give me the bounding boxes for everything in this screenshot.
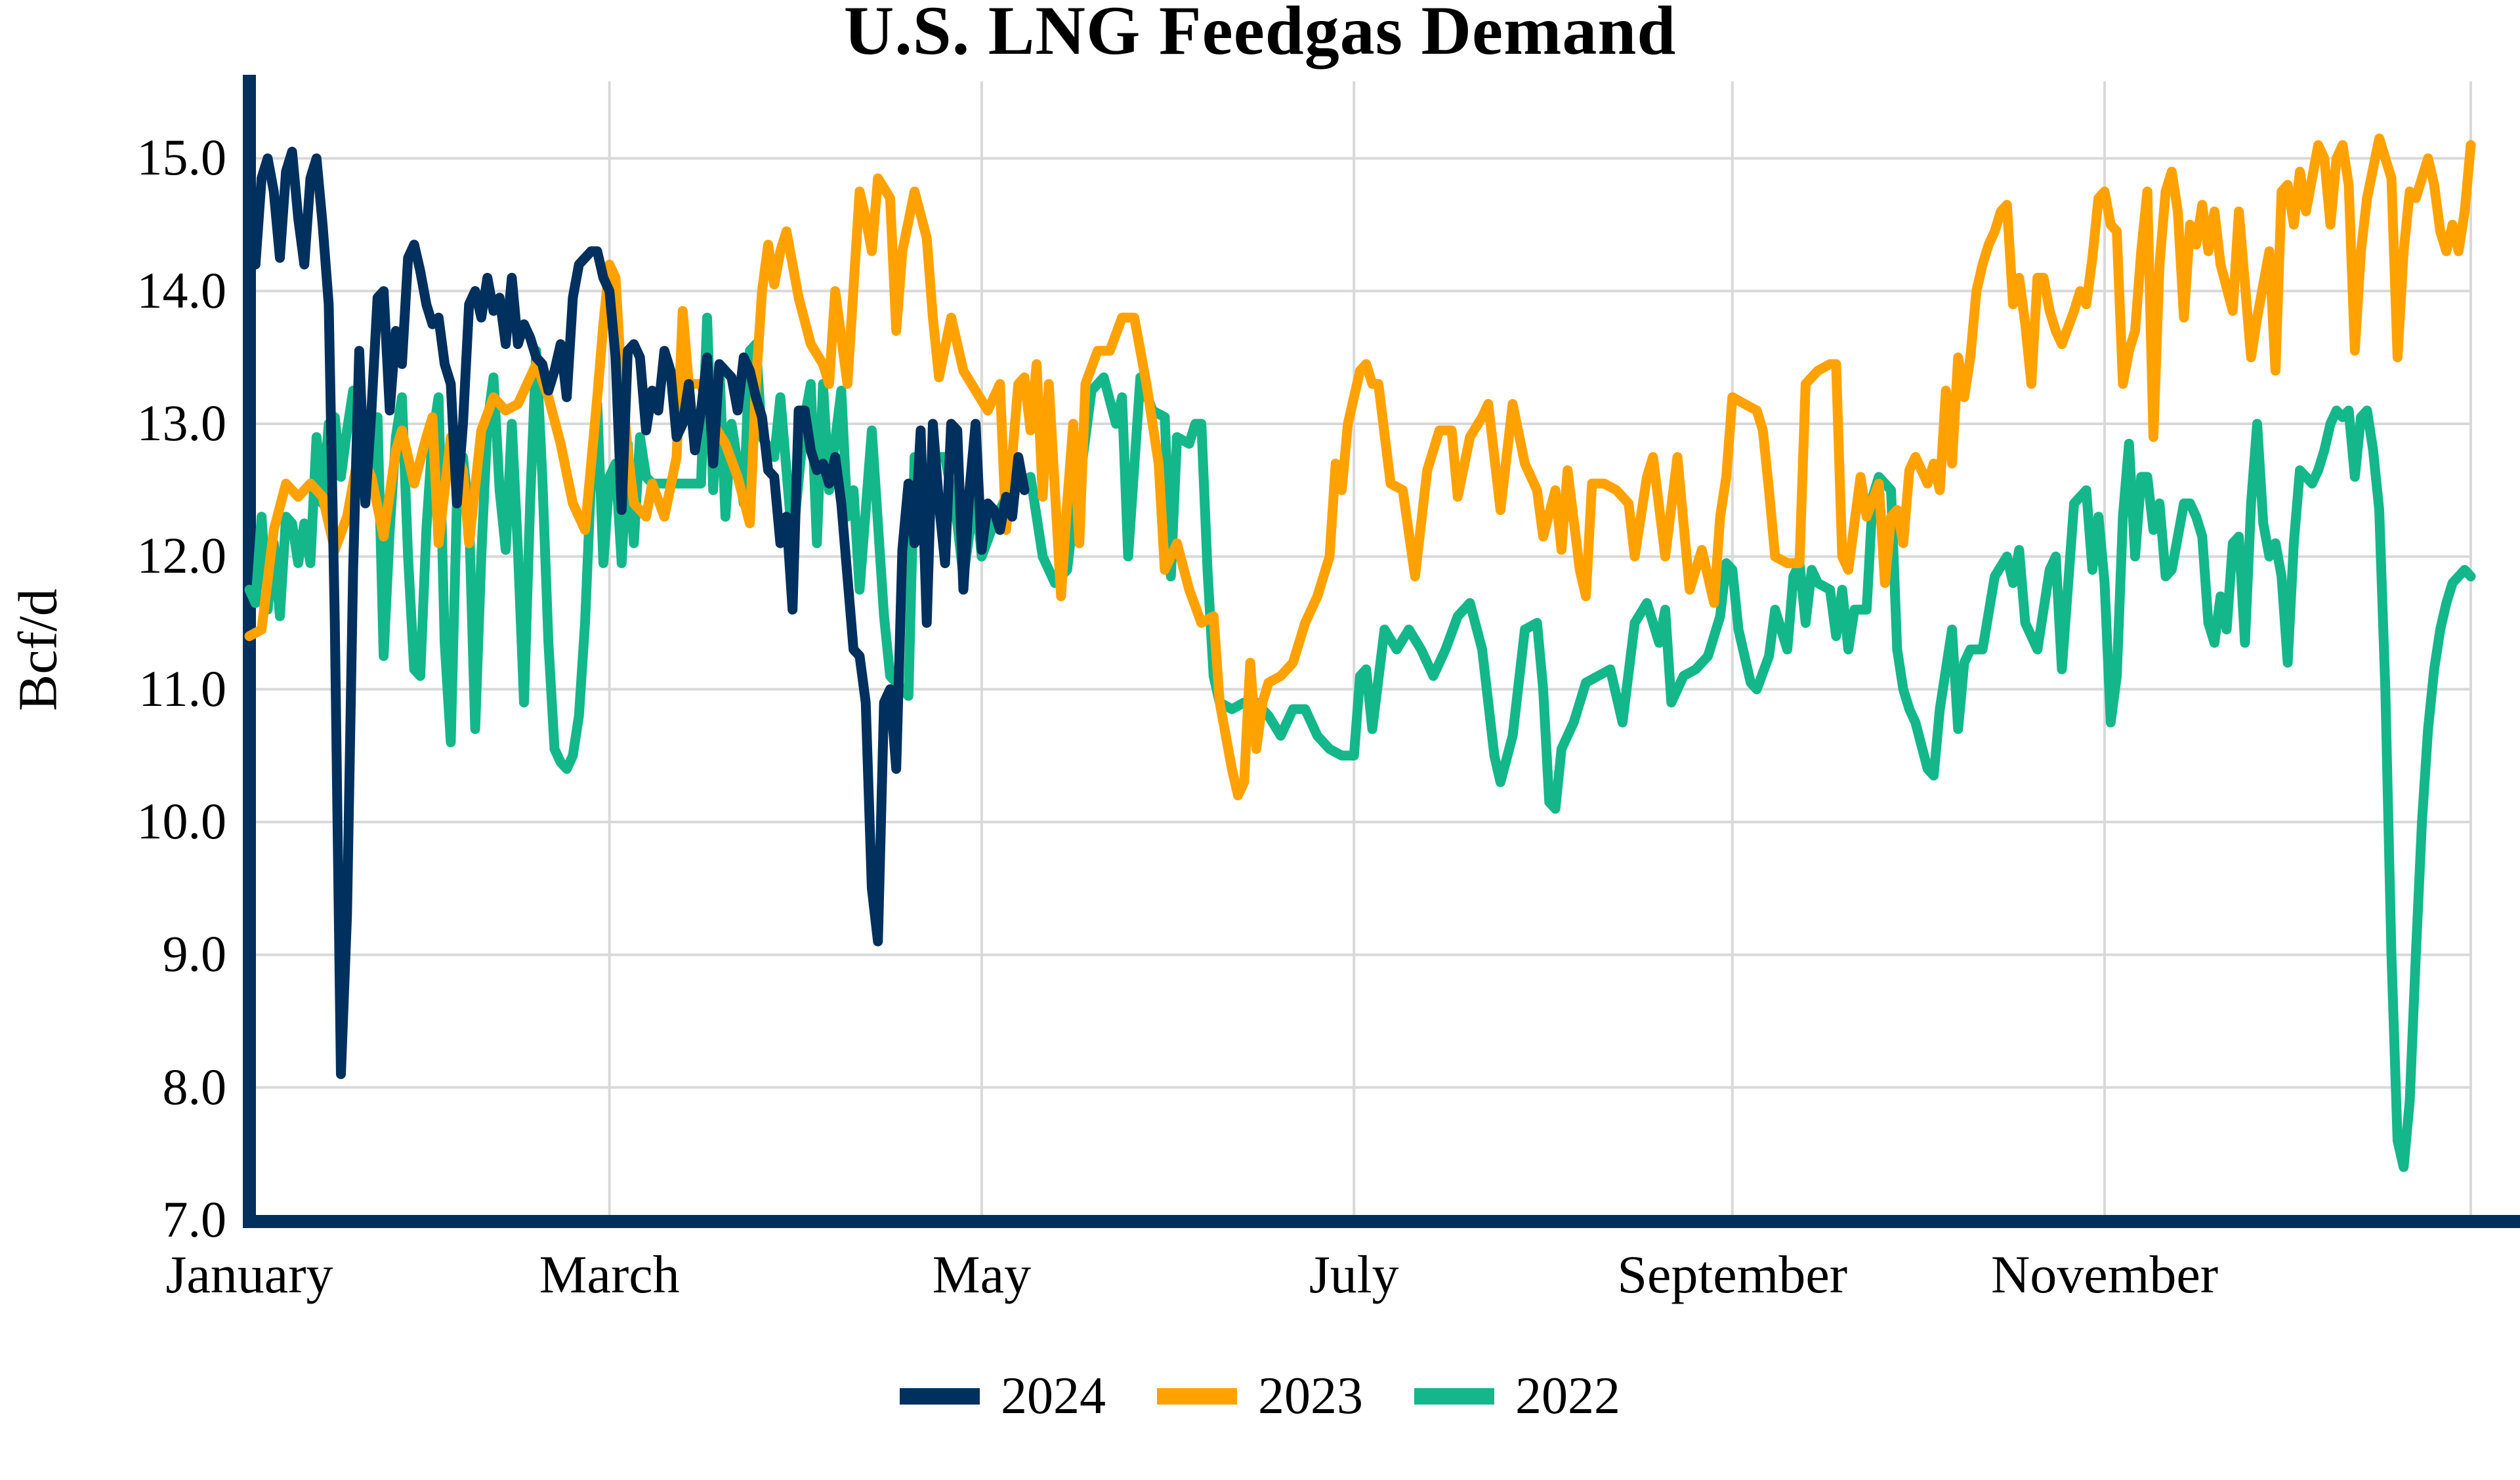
legend-swatch-2022 <box>1414 1388 1494 1405</box>
y-tick-label-7.0: 7.0 <box>162 1191 227 1248</box>
legend-item-2024: 2024 <box>900 1370 1106 1422</box>
y-tick-label-13.0: 13.0 <box>136 394 227 451</box>
y-tick-label-10.0: 10.0 <box>136 792 227 850</box>
legend: 2024 2023 2022 <box>0 1370 2520 1422</box>
x-tick-label-march: March <box>539 1244 680 1304</box>
series-line-2024 <box>244 146 1030 1079</box>
x-tick-label-may: May <box>932 1244 1032 1304</box>
legend-item-2022: 2022 <box>1414 1370 1620 1422</box>
x-tick-label-january: January <box>165 1244 333 1304</box>
x-tick-label-november: November <box>1990 1244 2219 1304</box>
legend-label-2022: 2022 <box>1515 1367 1620 1425</box>
series-line-2022 <box>244 312 2476 1172</box>
series-line-2023 <box>244 133 2476 800</box>
y-tick-label-8.0: 8.0 <box>162 1058 227 1115</box>
x-tick-label-september: September <box>1617 1244 1848 1304</box>
legend-label-2024: 2024 <box>1001 1367 1106 1425</box>
legend-swatch-2024 <box>900 1388 980 1405</box>
x-tick-label-july: July <box>1309 1244 1399 1304</box>
y-tick-label-11.0: 11.0 <box>138 659 226 717</box>
legend-item-2023: 2023 <box>1157 1370 1363 1422</box>
y-tick-label-14.0: 14.0 <box>136 261 227 319</box>
y-tick-label-9.0: 9.0 <box>162 925 227 983</box>
legend-swatch-2023 <box>1157 1388 1237 1405</box>
y-tick-label-12.0: 12.0 <box>136 527 227 585</box>
legend-label-2023: 2023 <box>1258 1367 1363 1425</box>
y-tick-label-15.0: 15.0 <box>136 129 227 186</box>
chart-title: U.S. LNG Feedgas Demand <box>843 0 1677 69</box>
